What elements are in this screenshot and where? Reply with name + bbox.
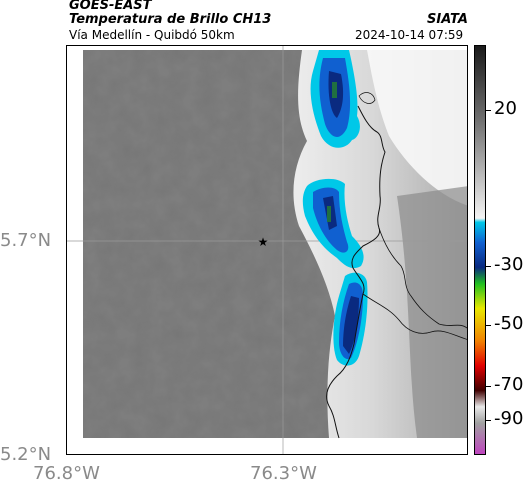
convective-cell-south — [333, 272, 368, 366]
map-panel[interactable]: ★ — [66, 45, 468, 455]
cb-tick-m30 — [486, 266, 491, 267]
white-cloud-top — [367, 50, 467, 206]
admin-border-2 — [362, 293, 467, 340]
x-tick-label-2: 76.3°W — [250, 463, 317, 484]
agency-label: SIATA — [427, 12, 468, 27]
admin-border-1 — [378, 227, 467, 329]
cb-tick-m90 — [486, 420, 491, 421]
cb-tick-m70 — [486, 386, 491, 387]
y-tick-label-1: 5.7°N — [0, 230, 52, 251]
cb-label-m50: -50 — [494, 313, 524, 334]
inland-outline — [358, 92, 376, 104]
y-tick-label-2: 5.2°N — [0, 444, 52, 465]
location-label: Vía Medellín - Quibdó 50km — [69, 28, 235, 42]
cb-tick-m50 — [486, 325, 491, 326]
convective-cell-middle — [302, 178, 364, 269]
star-icon: ★ — [258, 235, 269, 249]
gray-land-area — [397, 186, 467, 438]
cb-label-20: 20 — [494, 98, 517, 119]
cb-label-m90: -90 — [494, 408, 524, 429]
product-title: Temperatura de Brillo CH13 — [69, 12, 272, 27]
satellite-title: GOES-EAST — [69, 0, 152, 13]
cb-label-m70: -70 — [494, 374, 524, 395]
colorbar — [474, 45, 486, 455]
map-canvas: ★ — [67, 46, 467, 454]
x-tick-label-1: 76.8°W — [33, 463, 100, 484]
convective-cell-north — [310, 50, 360, 148]
cb-tick-20 — [486, 110, 491, 111]
coastline — [326, 105, 386, 439]
colorbar-gradient — [475, 46, 485, 454]
cb-label-m30: -30 — [494, 254, 524, 275]
timestamp-label: 2024-10-14 07:59 — [355, 28, 464, 42]
